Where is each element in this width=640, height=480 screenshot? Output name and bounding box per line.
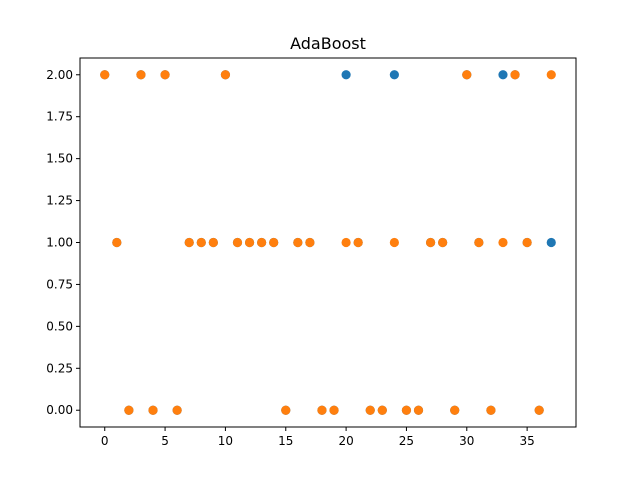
data-point-series-2 [112, 237, 122, 248]
x-tick-label: 35 [519, 434, 534, 448]
data-point-series-1 [498, 70, 508, 80]
data-point-series-2 [510, 70, 520, 80]
data-point-series-2 [401, 405, 412, 415]
data-point-series-2 [329, 405, 339, 415]
data-point-series-2 [317, 405, 327, 415]
data-point-series-2 [438, 237, 448, 248]
data-point-series-2 [546, 70, 556, 80]
data-point-series-2 [534, 405, 544, 415]
data-point-series-2 [184, 237, 194, 248]
data-point-series-2 [413, 405, 424, 415]
y-tick-label: 0.50 [46, 319, 73, 333]
data-point-series-2 [148, 405, 158, 415]
data-point-series-1 [389, 70, 399, 80]
data-point-series-2 [341, 237, 351, 248]
data-point-series-2 [498, 237, 508, 248]
y-tick-label: 2.00 [46, 68, 73, 82]
x-tick-label: 5 [161, 434, 169, 448]
data-point-series-2 [522, 237, 532, 248]
data-point-series-2 [208, 237, 218, 248]
x-tick-label: 25 [399, 434, 414, 448]
x-tick-label: 20 [338, 434, 353, 448]
data-point-series-2 [244, 237, 255, 248]
data-point-series-2 [353, 237, 363, 248]
data-point-series-2 [160, 70, 170, 80]
data-point-series-2 [305, 237, 315, 248]
data-point-series-2 [281, 405, 291, 415]
data-point-series-2 [172, 405, 182, 415]
x-tick-label: 0 [101, 434, 109, 448]
data-point-series-2 [486, 405, 496, 415]
data-point-series-2 [462, 70, 472, 80]
data-point-series-2 [232, 237, 243, 248]
data-point-series-2 [220, 70, 231, 80]
data-point-series-2 [269, 237, 279, 248]
x-tick-label: 10 [218, 434, 233, 448]
data-point-series-2 [257, 237, 267, 248]
data-point-series-2 [389, 237, 399, 248]
y-tick-label: 1.75 [46, 110, 73, 124]
data-point-series-2 [377, 405, 387, 415]
data-point-series-1 [341, 70, 351, 80]
data-point-series-1 [546, 237, 556, 248]
y-tick-label: 0.25 [46, 361, 73, 375]
data-point-series-2 [124, 405, 134, 415]
data-point-series-2 [450, 405, 460, 415]
y-tick-label: 0.00 [46, 403, 73, 417]
plot-area: 0 5 10 15 20 25 30 35 0.00 0.25 0.50 0.75 1.00 1.25 1.… [46, 57, 577, 448]
y-tick-label: 1.50 [46, 152, 73, 166]
data-point-series-2 [474, 237, 484, 248]
y-tick-label: 0.75 [46, 277, 73, 291]
data-point-series-2 [196, 237, 206, 248]
y-tick-label: 1.25 [46, 194, 73, 208]
x-tick-label: 30 [459, 434, 474, 448]
data-point-series-2 [293, 237, 303, 248]
y-tick-label: 1.00 [46, 236, 73, 250]
data-point-series-2 [425, 237, 436, 248]
chart-title: AdaBoost [290, 34, 366, 53]
data-point-series-2 [136, 70, 146, 80]
data-point-series-2 [100, 70, 110, 80]
x-tick-label: 15 [278, 434, 293, 448]
data-point-series-2 [365, 405, 375, 415]
